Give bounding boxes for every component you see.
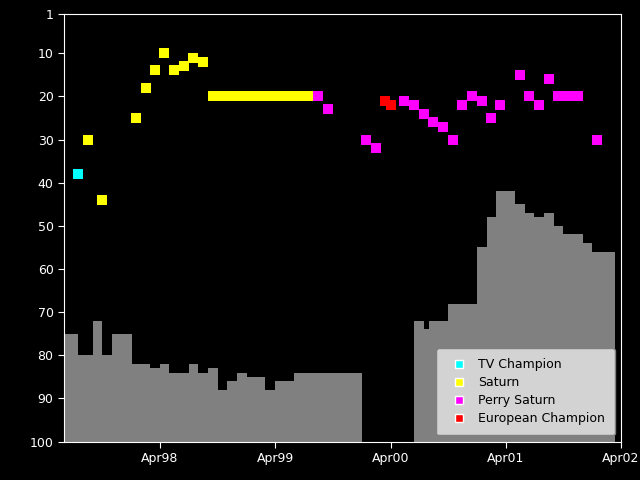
Point <box>227 93 237 100</box>
Point <box>515 71 525 79</box>
Point <box>467 93 477 100</box>
Point <box>323 106 333 113</box>
Point <box>264 93 275 100</box>
Point <box>131 114 141 122</box>
Point <box>275 93 285 100</box>
Point <box>447 136 458 144</box>
Point <box>217 93 227 100</box>
Point <box>361 136 371 144</box>
Point <box>294 93 304 100</box>
Point <box>284 93 294 100</box>
Legend: TV Champion, Saturn, Perry Saturn, European Champion: TV Champion, Saturn, Perry Saturn, Europ… <box>436 348 614 435</box>
Point <box>438 123 448 131</box>
Point <box>149 67 159 74</box>
Point <box>563 93 573 100</box>
Point <box>524 93 534 100</box>
Point <box>97 196 108 204</box>
Point <box>256 93 266 100</box>
Point <box>371 144 381 152</box>
Point <box>236 93 246 100</box>
Point <box>179 62 189 70</box>
Point <box>409 101 419 109</box>
Point <box>495 101 506 109</box>
Point <box>534 101 544 109</box>
Point <box>543 75 554 83</box>
Point <box>419 110 429 118</box>
Point <box>313 93 323 100</box>
Point <box>303 93 314 100</box>
Point <box>188 54 198 61</box>
Point <box>399 97 410 105</box>
Point <box>553 93 563 100</box>
Point <box>428 119 438 126</box>
Point <box>169 67 179 74</box>
Point <box>592 136 602 144</box>
Point <box>83 136 93 144</box>
Point <box>207 93 218 100</box>
Point <box>572 93 582 100</box>
Point <box>141 84 151 92</box>
Point <box>380 97 390 105</box>
Point <box>477 97 487 105</box>
Point <box>198 58 208 66</box>
Point <box>486 114 497 122</box>
Point <box>385 101 396 109</box>
Point <box>159 49 170 57</box>
Point <box>308 93 319 100</box>
Point <box>246 93 256 100</box>
Point <box>73 170 83 178</box>
Point <box>458 101 468 109</box>
